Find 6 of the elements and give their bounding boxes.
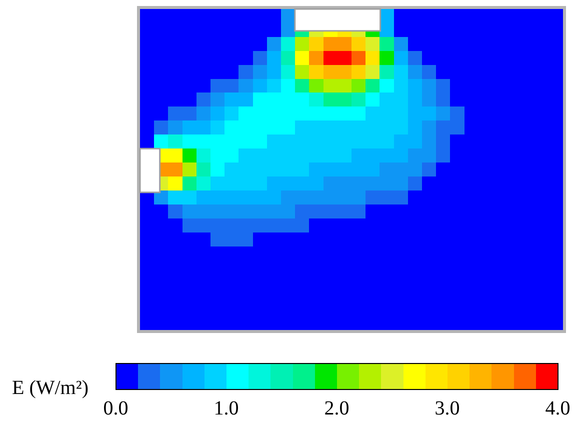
color-bar-label: 3.0 xyxy=(434,398,460,420)
color-bar-label: 2.0 xyxy=(324,398,350,420)
color-bar-label: 4.0 xyxy=(545,398,570,420)
color-bar-label: 1.0 xyxy=(214,398,239,420)
color-bar-title: E (W/m²) xyxy=(12,377,89,399)
color-bar-label: 0.0 xyxy=(103,398,128,420)
